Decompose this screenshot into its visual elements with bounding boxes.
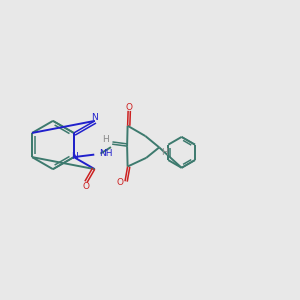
Text: N: N xyxy=(91,113,98,122)
Text: H: H xyxy=(103,135,109,144)
Text: H: H xyxy=(161,148,168,157)
Text: O: O xyxy=(82,182,89,190)
Text: O: O xyxy=(116,178,123,187)
Text: N: N xyxy=(71,152,78,161)
Text: NH: NH xyxy=(99,149,112,158)
Text: O: O xyxy=(125,103,132,112)
